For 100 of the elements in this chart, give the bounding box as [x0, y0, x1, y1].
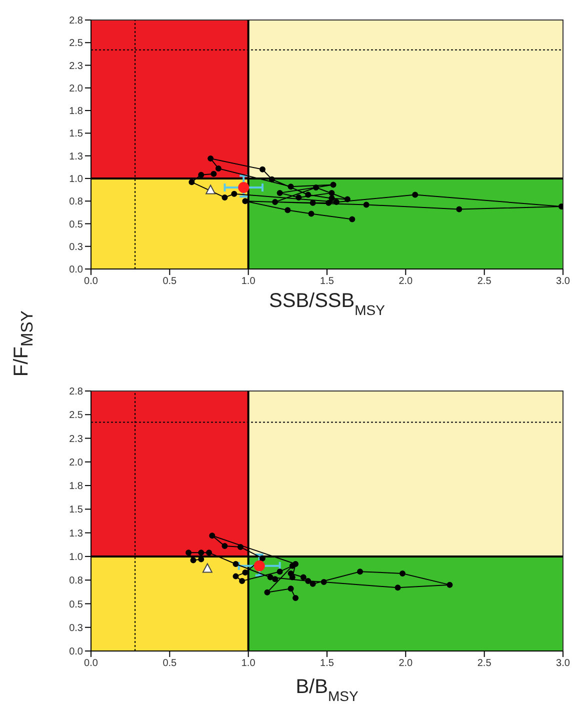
x-tick-label: 0.5: [162, 276, 178, 288]
point: [188, 179, 195, 186]
point: [267, 574, 274, 580]
y-tick-label: 2.3: [69, 434, 84, 445]
x-tick-label: 1.0: [241, 276, 256, 288]
y-tick-label: 0.0: [69, 646, 84, 658]
x-axis-title: B/B$_{MSY}$: [296, 676, 359, 704]
point: [288, 184, 294, 190]
y-tick-label: 2.8: [69, 386, 84, 398]
point: [209, 532, 216, 539]
x-tick-label: 0.0: [84, 276, 98, 288]
point: [292, 561, 299, 568]
point: [272, 576, 278, 582]
point: [456, 206, 462, 212]
point: [232, 573, 239, 580]
x-tick-label: 2.0: [398, 276, 414, 288]
y-tick-label: 0.5: [69, 219, 84, 230]
point: [259, 166, 266, 172]
point: [363, 202, 370, 208]
y-tick-label: 1.8: [69, 481, 84, 492]
point: [210, 170, 217, 177]
point: [558, 204, 563, 210]
y-tick-label: 1.3: [69, 151, 84, 162]
point: [254, 560, 265, 572]
y-tick-label: 2.5: [69, 410, 84, 422]
point: [400, 570, 406, 576]
point: [288, 570, 294, 576]
point: [239, 578, 246, 584]
y-tick-label: 1.5: [69, 128, 84, 140]
point: [198, 172, 204, 178]
x-tick-label: 1.5: [320, 658, 334, 670]
x-tick-label: 1.5: [320, 276, 334, 288]
point: [237, 544, 244, 550]
point: [446, 582, 453, 588]
y-tick-label: 1.0: [69, 552, 84, 564]
point: [264, 589, 270, 596]
point: [312, 184, 319, 191]
point: [357, 568, 364, 575]
x-tick-label: 2.5: [477, 658, 492, 670]
point: [330, 182, 336, 188]
point: [215, 165, 222, 172]
point: [276, 568, 283, 575]
x-tick-label: 3.0: [556, 276, 570, 288]
point: [326, 200, 332, 206]
y-tick-label: 1.5: [69, 504, 84, 516]
y-tick-label: 0.8: [69, 576, 84, 587]
point: [305, 192, 312, 198]
y-tick-label: 1.3: [69, 528, 84, 540]
point: [310, 580, 316, 587]
point: [222, 194, 228, 200]
point: [202, 563, 212, 573]
point: [296, 194, 302, 200]
point: [231, 190, 238, 197]
point: [412, 192, 418, 198]
point: [276, 190, 283, 196]
point: [206, 184, 216, 194]
y-tick-label: 0.3: [69, 622, 84, 634]
x-tick-label: 0.0: [84, 658, 98, 670]
y-tick-label: 2.5: [69, 38, 84, 50]
point: [349, 216, 356, 222]
y-tick-label: 0.3: [69, 242, 84, 253]
y-tick-label: 0.0: [69, 264, 84, 276]
point: [238, 182, 250, 194]
point: [310, 200, 316, 206]
x-tick-label: 2.0: [398, 658, 414, 670]
y-tick-label: 2.3: [69, 60, 84, 72]
point: [259, 555, 266, 562]
point: [328, 195, 335, 202]
point: [394, 584, 401, 591]
point: [284, 207, 291, 214]
y-tick-label: 2.0: [69, 83, 84, 94]
point: [222, 543, 228, 550]
point: [333, 198, 340, 205]
y-tick-label: 1.8: [69, 106, 84, 118]
point: [328, 190, 335, 196]
y-tick-label: 1.0: [69, 174, 84, 186]
point: [320, 578, 327, 585]
point: [308, 210, 314, 217]
point: [292, 595, 299, 602]
point: [300, 574, 306, 580]
point: [272, 198, 278, 205]
x-tick-label: 1.0: [241, 658, 256, 670]
point: [206, 550, 212, 556]
x-axis-title: SSB/SSB$_{MSY}$: [269, 290, 386, 318]
point: [186, 550, 192, 556]
point: [190, 557, 196, 564]
x-tick-label: 0.5: [162, 658, 178, 670]
point: [232, 561, 239, 568]
y-tick-label: 0.8: [69, 196, 84, 208]
point: [198, 550, 204, 556]
point: [268, 176, 275, 182]
point: [305, 578, 312, 584]
x-tick-label: 3.0: [556, 658, 570, 670]
y-tick-label: 0.5: [69, 599, 84, 610]
y-tick-label: 2.0: [69, 457, 84, 468]
point: [344, 196, 350, 202]
x-tick-label: 2.5: [477, 276, 492, 288]
y-tick-label: 2.8: [69, 16, 84, 27]
point: [208, 156, 214, 162]
point: [288, 586, 294, 592]
